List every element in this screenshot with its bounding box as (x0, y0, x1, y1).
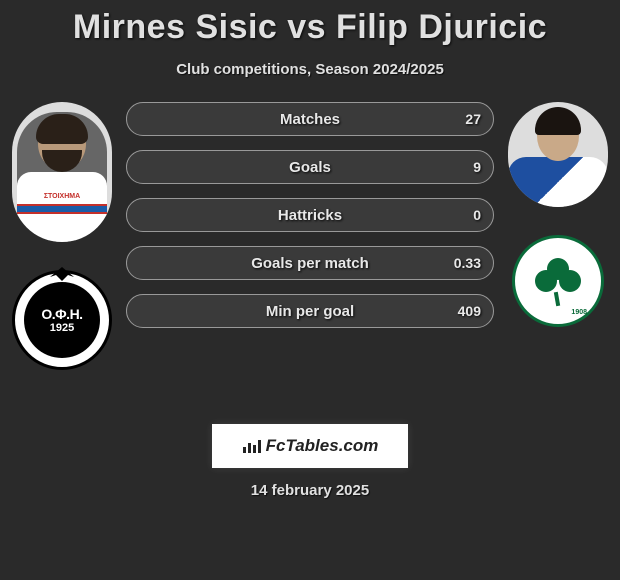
player1-jersey-stripe (17, 204, 107, 214)
stat-label: Matches (280, 111, 340, 128)
club1-logo: Ο.Φ.Η. 1925 (12, 270, 112, 370)
brand-label: FcTables.com (242, 436, 379, 456)
subtitle: Club competitions, Season 2024/2025 (176, 61, 444, 78)
stat-label: Goals (289, 159, 331, 176)
stat-row-gpm: Goals per match 0.33 (126, 246, 494, 280)
club1-initials: Ο.Φ.Η. (41, 306, 82, 322)
page-title: Mirnes Sisic vs Filip Djuricic (73, 8, 547, 47)
player1-jersey: ΣTOIXHMA (17, 172, 107, 242)
player1-hair (36, 114, 88, 144)
main-row: ΣTOIXHMA Ο.Φ.Η. 1925 (0, 102, 620, 370)
stat-row-matches: Matches 27 (126, 102, 494, 136)
stat-value-right: 0 (473, 207, 481, 223)
player2-silhouette (508, 107, 608, 207)
chart-icon (242, 438, 262, 454)
club1-year: 1925 (50, 322, 74, 334)
brand-text: FcTables.com (266, 436, 379, 456)
club1-badge: Ο.Φ.Η. 1925 (12, 270, 112, 370)
brand-box: FcTables.com (212, 424, 408, 468)
stat-label: Min per goal (266, 303, 354, 320)
comparison-card: Mirnes Sisic vs Filip Djuricic Club comp… (0, 0, 620, 580)
stat-value-right: 409 (458, 303, 481, 319)
stat-value-right: 0.33 (454, 255, 481, 271)
player1-column: ΣTOIXHMA Ο.Φ.Η. 1925 (0, 102, 120, 370)
club2-badge: 1908 (512, 235, 604, 327)
clover-icon (535, 258, 581, 304)
stat-row-mpg: Min per goal 409 (126, 294, 494, 328)
stat-row-goals: Goals 9 (126, 150, 494, 184)
player1-sponsor: ΣTOIXHMA (44, 193, 80, 200)
club1-inner: Ο.Φ.Η. 1925 (24, 282, 100, 358)
player1-beard (42, 150, 82, 172)
stat-row-hattricks: Hattricks 0 (126, 198, 494, 232)
club2-logo: 1908 (512, 235, 604, 327)
stat-label: Goals per match (251, 255, 369, 272)
player1-silhouette: ΣTOIXHMA (17, 112, 107, 242)
stat-label: Hattricks (278, 207, 342, 224)
stats-column: Matches 27 Goals 9 Hattricks 0 Goals per… (120, 102, 500, 328)
player2-photo (508, 102, 608, 207)
stat-value-right: 9 (473, 159, 481, 175)
player2-hair (535, 107, 581, 135)
club2-year: 1908 (571, 309, 587, 316)
player2-jersey (508, 157, 608, 207)
date-label: 14 february 2025 (251, 482, 369, 499)
player1-photo: ΣTOIXHMA (12, 102, 112, 242)
stat-value-right: 27 (465, 111, 481, 127)
player2-column: 1908 (500, 102, 620, 327)
